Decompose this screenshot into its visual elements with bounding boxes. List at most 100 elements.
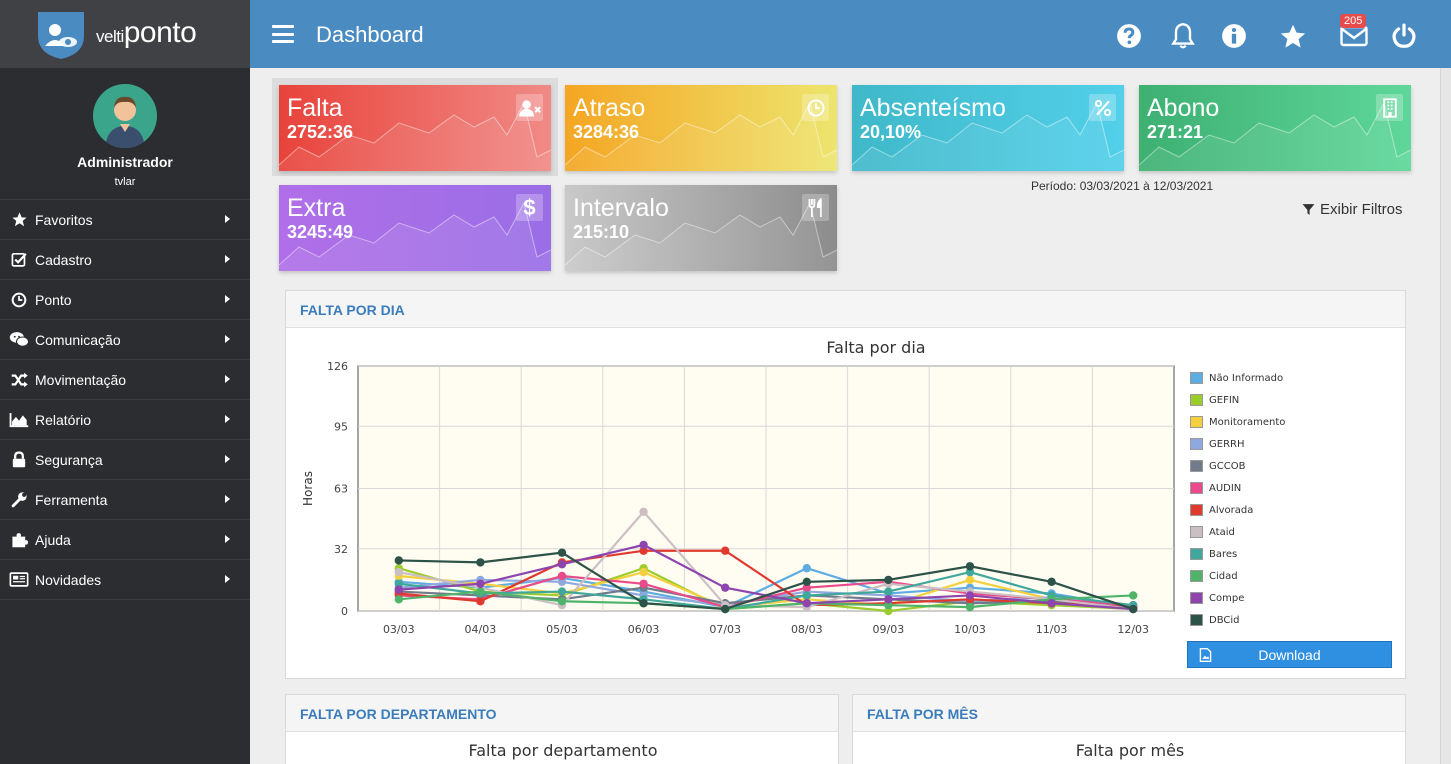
data-point[interactable] xyxy=(884,587,893,596)
legend-item[interactable]: Bares xyxy=(1190,548,1237,560)
card-intervalo[interactable]: Intervalo 215:10 xyxy=(565,185,837,271)
clock-icon xyxy=(9,291,29,309)
scrollbar[interactable] xyxy=(1440,68,1451,764)
x-tick-label: 03/03 xyxy=(383,623,415,636)
series-dbcid[interactable] xyxy=(394,548,1138,614)
hamburger-menu-icon[interactable] xyxy=(272,25,294,43)
card-atraso[interactable]: Atraso 3284:36 xyxy=(565,85,837,171)
data-point[interactable] xyxy=(802,599,811,608)
data-point[interactable] xyxy=(639,567,648,577)
data-point[interactable] xyxy=(639,540,648,550)
data-point[interactable] xyxy=(476,587,485,596)
logo[interactable]: veltiponto xyxy=(0,0,250,68)
sidebar-item-ferramenta[interactable]: Ferramenta xyxy=(0,480,250,520)
data-point[interactable] xyxy=(557,548,567,557)
data-point[interactable] xyxy=(1047,599,1056,608)
data-point[interactable] xyxy=(1047,577,1056,587)
data-point[interactable] xyxy=(476,597,485,606)
data-point[interactable] xyxy=(639,546,648,555)
show-filters-button[interactable]: Exibir Filtros xyxy=(1302,201,1403,218)
series-line xyxy=(398,570,1134,611)
data-point[interactable] xyxy=(639,579,648,588)
data-point[interactable] xyxy=(802,577,811,587)
caret-right-icon xyxy=(225,575,230,583)
data-point[interactable] xyxy=(721,583,730,592)
data-point[interactable] xyxy=(557,560,567,569)
data-point[interactable] xyxy=(721,546,730,555)
data-point[interactable] xyxy=(394,556,403,565)
data-point[interactable] xyxy=(884,575,893,585)
sidebar-item-relatorio[interactable]: Relatório xyxy=(0,400,250,440)
data-point[interactable] xyxy=(557,587,567,596)
data-point[interactable] xyxy=(1129,591,1138,600)
data-point[interactable] xyxy=(965,591,975,600)
legend-label: GEFIN xyxy=(1209,394,1240,406)
data-point[interactable] xyxy=(802,583,811,592)
star-icon[interactable] xyxy=(1279,22,1307,50)
card-title: Absenteísmo xyxy=(860,94,1006,122)
data-point[interactable] xyxy=(557,577,567,587)
data-point[interactable] xyxy=(965,567,975,577)
card-falta[interactable]: Falta 2752:36 xyxy=(279,85,551,171)
legend-item[interactable]: Monitoramento xyxy=(1190,416,1285,428)
line-chart[interactable]: 0 32 63 95 126 03/03 04/03 05/03 06/03 07/03 08/03… xyxy=(286,351,1186,651)
data-point[interactable] xyxy=(476,558,485,567)
data-point[interactable] xyxy=(639,599,648,608)
sidebar-item-favoritos[interactable]: Favoritos xyxy=(0,200,250,240)
data-point[interactable] xyxy=(965,602,975,612)
data-point[interactable] xyxy=(1129,604,1138,614)
bell-icon[interactable] xyxy=(1169,22,1197,50)
question-icon[interactable] xyxy=(1115,22,1143,50)
legend-item[interactable]: Não Informado xyxy=(1190,372,1283,384)
percent-icon xyxy=(1089,94,1116,121)
card-value: 215:10 xyxy=(573,222,630,242)
sidebar-item-comunicacao[interactable]: Comunicação xyxy=(0,320,250,360)
data-point[interactable] xyxy=(884,606,893,616)
data-point[interactable] xyxy=(965,562,975,571)
legend-item[interactable]: GCCOB xyxy=(1190,460,1245,472)
legend-item[interactable]: GERRH xyxy=(1190,438,1244,450)
data-point[interactable] xyxy=(802,591,811,600)
avatar[interactable] xyxy=(93,84,157,148)
sidebar-item-movimentacao[interactable]: Movimentação xyxy=(0,360,250,400)
data-point[interactable] xyxy=(721,604,730,614)
top-header: Dashboard 205 xyxy=(250,0,1451,68)
sidebar-item-label: Ponto xyxy=(35,291,72,308)
card-abono[interactable]: Abono 271:21 xyxy=(1139,85,1411,171)
data-point[interactable] xyxy=(884,595,893,604)
panel-falta-por-dia: FALTA POR DIA Falta por dia 0 32 63 95 126 03… xyxy=(285,290,1406,679)
data-point[interactable] xyxy=(394,585,403,594)
caret-right-icon xyxy=(225,455,230,463)
info-icon[interactable] xyxy=(1220,22,1248,50)
data-point[interactable] xyxy=(639,507,648,517)
data-point[interactable] xyxy=(965,575,975,585)
power-icon[interactable] xyxy=(1390,22,1418,50)
data-point[interactable] xyxy=(394,567,403,577)
card-absenteismo[interactable]: Absenteísmo 20,10% xyxy=(852,85,1124,171)
legend-item[interactable]: GEFIN xyxy=(1190,394,1239,406)
sidebar-item-novidades[interactable]: Novidades xyxy=(0,560,250,600)
download-button[interactable]: Download xyxy=(1187,641,1392,668)
chat-icon xyxy=(9,331,29,349)
legend-item[interactable]: Compe xyxy=(1190,592,1244,604)
data-point[interactable] xyxy=(394,595,403,604)
data-point[interactable] xyxy=(476,579,485,588)
data-point[interactable] xyxy=(884,600,893,610)
legend-item[interactable]: Alvorada xyxy=(1190,504,1253,516)
card-extra[interactable]: Extra 3245:49 $ xyxy=(279,185,551,271)
legend-item[interactable]: Ataid xyxy=(1190,526,1235,538)
legend-item[interactable]: DBCid xyxy=(1190,614,1240,626)
sidebar-item-seguranca[interactable]: Segurança xyxy=(0,440,250,480)
data-point[interactable] xyxy=(394,579,403,588)
sidebar-item-ajuda[interactable]: Ajuda xyxy=(0,520,250,560)
data-point[interactable] xyxy=(557,597,567,606)
data-point[interactable] xyxy=(557,571,567,581)
legend-item[interactable]: Cidad xyxy=(1190,570,1238,582)
series-line xyxy=(398,551,1134,611)
data-point[interactable] xyxy=(802,564,811,573)
sidebar-item-ponto[interactable]: Ponto xyxy=(0,280,250,320)
caret-right-icon xyxy=(225,215,230,223)
legend-item[interactable]: AUDIN xyxy=(1190,482,1241,494)
legend-label: Ataid xyxy=(1209,526,1235,538)
sidebar-item-cadastro[interactable]: Cadastro xyxy=(0,240,250,280)
